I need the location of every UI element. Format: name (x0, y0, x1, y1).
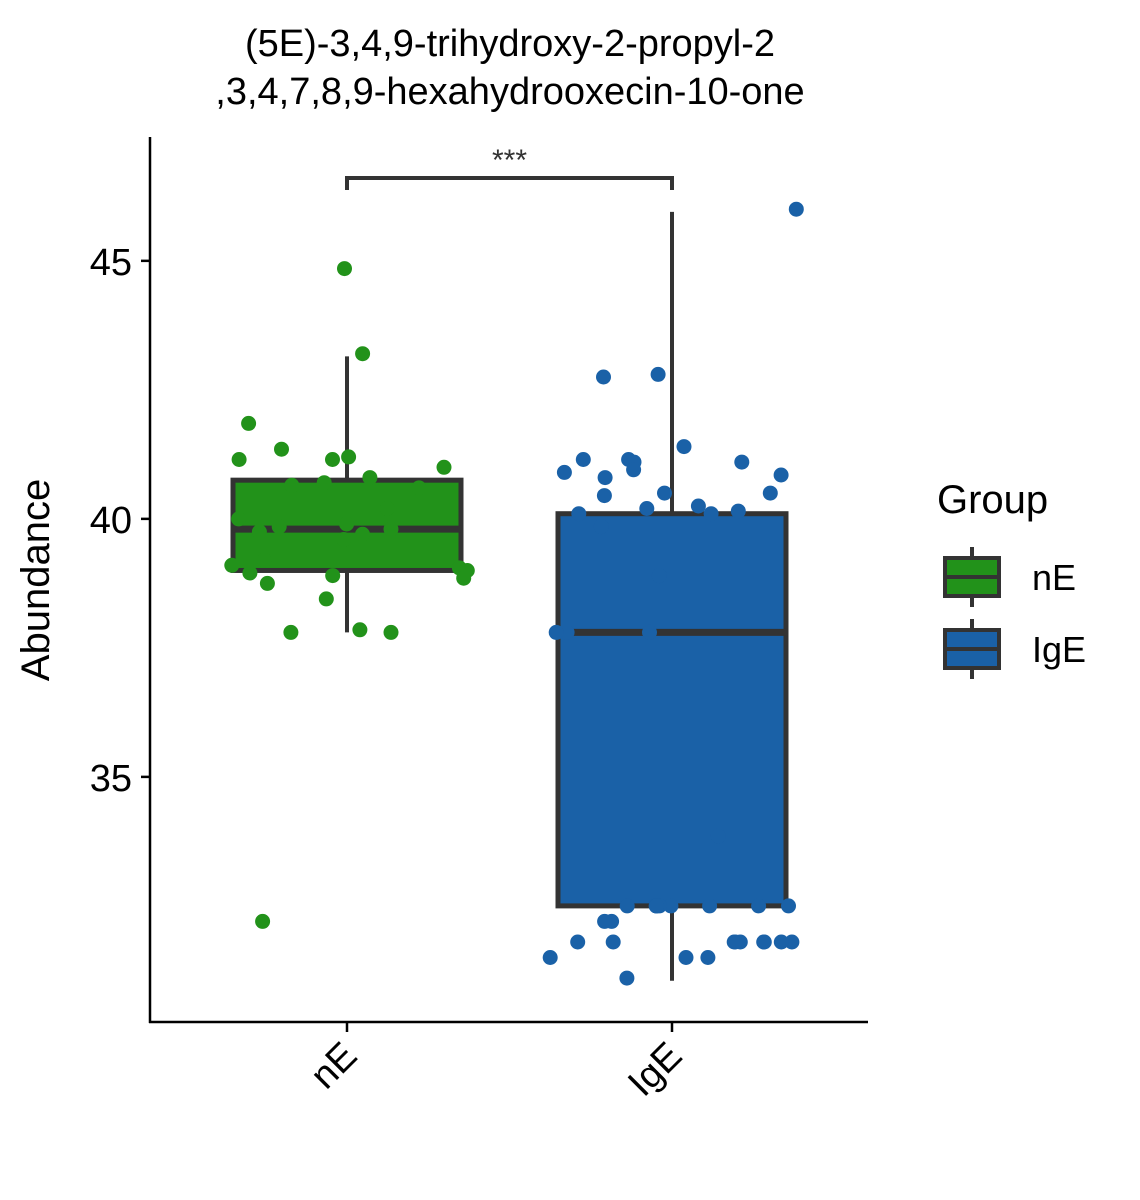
data-point-IgE (548, 624, 564, 640)
legend-title: Group (937, 478, 1048, 522)
data-point-nE (336, 532, 352, 547)
data-point-IgE (559, 624, 575, 640)
data-point-nE (383, 624, 399, 640)
data-point-nE (274, 441, 289, 457)
data-point-nE (284, 477, 300, 493)
legend: Group nE IgE (937, 478, 1086, 679)
data-point-nE (383, 521, 399, 537)
x-axis-ticks: nE IgE (303, 1022, 690, 1105)
data-point-nE (436, 459, 452, 475)
data-point-nE (341, 449, 357, 465)
data-point-IgE (575, 452, 591, 467)
data-point-IgE (542, 950, 558, 965)
data-point-IgE (657, 485, 672, 501)
data-point-IgE (703, 506, 719, 522)
data-point-nE (231, 452, 247, 467)
data-point-nE (318, 591, 334, 607)
data-point-nE (242, 565, 258, 581)
y-tick-label: 35 (90, 758, 132, 800)
legend-label-IgE: IgE (1032, 629, 1086, 670)
data-point-IgE (676, 439, 692, 455)
significance-bracket: *** (345, 144, 674, 190)
data-point-IgE (650, 366, 666, 382)
data-point-nE (241, 415, 257, 431)
data-point-IgE (619, 970, 635, 986)
data-point-nE (325, 452, 340, 467)
data-point-IgE (626, 462, 642, 478)
data-point-nE (355, 346, 371, 362)
data-point-IgE (751, 898, 767, 914)
data-point-IgE (642, 624, 657, 640)
data-point-nE (362, 470, 378, 486)
y-tick-label: 45 (90, 242, 132, 284)
legend-key-IgE (943, 619, 1001, 679)
data-point-IgE (597, 913, 613, 929)
chart-title-line-2: ,3,4,7,8,9-hexahydrooxecin-10-one (215, 71, 804, 113)
data-point-nE (251, 524, 267, 540)
box-group-nE (224, 261, 475, 929)
data-point-IgE (556, 464, 572, 480)
data-point-nE (224, 557, 240, 573)
data-point-IgE (727, 934, 743, 950)
data-point-IgE (710, 828, 726, 844)
data-point-nE (271, 519, 287, 535)
data-point-nE (456, 570, 472, 586)
data-point-IgE (773, 467, 789, 483)
data-point-IgE (571, 506, 587, 522)
data-point-IgE (605, 934, 621, 950)
data-point-nE (339, 516, 355, 532)
data-point-IgE (678, 950, 694, 965)
data-point-nE (256, 552, 272, 568)
data-point-IgE (619, 898, 635, 914)
data-point-nE (231, 511, 247, 527)
data-point-IgE (756, 934, 772, 950)
data-point-IgE (663, 898, 679, 914)
legend-label-nE: nE (1032, 557, 1076, 598)
data-point-nE (259, 575, 275, 591)
y-axis-ticks: 35 40 45 (90, 242, 150, 800)
data-point-IgE (570, 934, 586, 950)
significance-bracket-line (345, 176, 674, 190)
legend-key-nE (943, 547, 1001, 607)
data-point-IgE (762, 485, 778, 501)
data-point-IgE (690, 498, 706, 514)
data-point-nE (411, 480, 427, 496)
x-tick-label-nE: nE (303, 1035, 366, 1098)
data-point-IgE (788, 201, 804, 217)
data-point-IgE (593, 519, 609, 535)
chart-title-line-1: (5E)-3,4,9-trihydroxy-2-propyl-2 (245, 23, 775, 65)
data-point-IgE (639, 501, 655, 516)
data-point-nE (325, 568, 341, 584)
x-tick-label-IgE: IgE (620, 1035, 690, 1105)
box-group-IgE (542, 201, 804, 986)
data-point-IgE (730, 503, 746, 519)
data-point-nE (283, 624, 299, 640)
data-point-nE (355, 526, 370, 542)
data-point-IgE (734, 454, 750, 470)
data-point-nE (255, 913, 271, 929)
data-point-nE (316, 475, 332, 491)
box-IgE (555, 511, 789, 909)
data-point-IgE (651, 568, 667, 584)
data-point-IgE (781, 898, 796, 914)
data-point-nE (379, 501, 395, 516)
data-point-nE (337, 261, 352, 277)
plot-area (224, 201, 804, 986)
data-point-IgE (784, 934, 800, 950)
data-point-IgE (702, 898, 718, 914)
data-point-IgE (773, 934, 789, 950)
y-axis-label: Abundance (14, 479, 58, 681)
data-point-IgE (596, 369, 611, 385)
data-point-IgE (700, 950, 716, 965)
data-point-IgE (597, 470, 613, 486)
data-point-IgE (649, 898, 664, 914)
significance-label: *** (492, 144, 527, 177)
y-tick-label: 40 (90, 500, 132, 542)
data-point-nE (352, 622, 368, 638)
data-point-IgE (596, 488, 612, 504)
